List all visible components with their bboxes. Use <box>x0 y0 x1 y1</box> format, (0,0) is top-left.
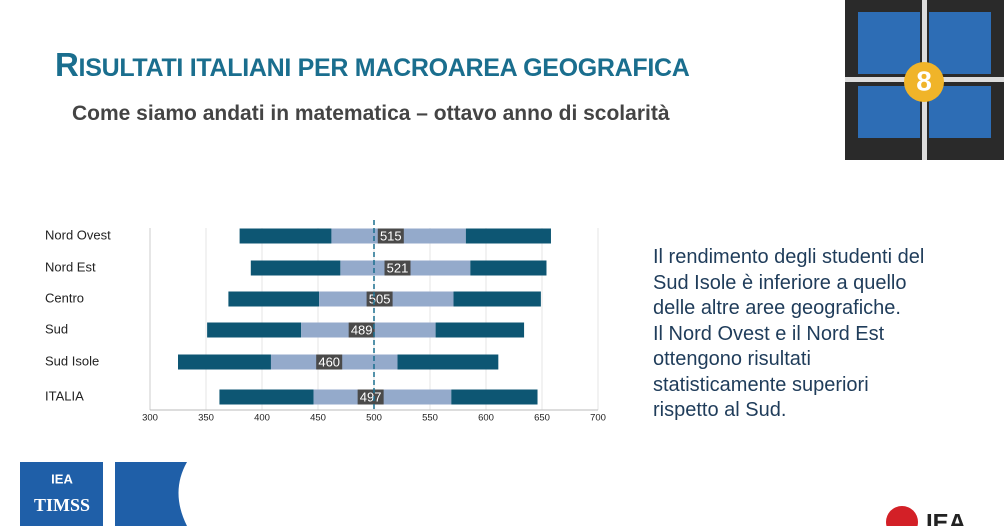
percentile-bar-outer <box>453 291 541 307</box>
logo-text: TIMSS <box>34 495 90 515</box>
y-tick-label: ITALIA <box>45 388 84 403</box>
percentile-bar-outer <box>239 228 332 244</box>
x-tick-label: 300 <box>142 413 158 424</box>
percentile-bar-outer <box>219 389 314 405</box>
paragraph-line: delle altre aree geografiche. <box>653 297 901 319</box>
x-tick-label: 650 <box>534 413 550 424</box>
y-tick-label: Sud Isole <box>45 353 99 368</box>
paragraph-line: ottengono risultati <box>653 348 811 370</box>
mean-box <box>377 228 404 244</box>
mean-label: 489 <box>351 322 373 337</box>
slide-subtitle: Come siamo andati in matematica – ottavo… <box>72 102 670 125</box>
slide-title: RISULTATI ITALIANI PER MACROAREA GEOGRAF… <box>55 46 690 83</box>
paragraph-line: rispetto al Sud. <box>653 399 787 421</box>
iea-logo: IEA <box>886 506 966 526</box>
paragraph-line: Il rendimento degli studenti del <box>653 246 925 268</box>
timss-logo: IEA TIMSS <box>20 462 187 526</box>
percentile-bar-outer <box>435 322 525 338</box>
mean-box <box>348 322 375 338</box>
y-tick-label: Centro <box>45 290 84 305</box>
paragraph: Il rendimento degli studenti del Sud Isol… <box>653 245 924 424</box>
mean-label: 515 <box>380 228 402 243</box>
chart: 300 350 400 450 500 550 600 650 700 Nord Ovest 515… <box>45 220 606 424</box>
x-tick-label: 350 <box>198 413 214 424</box>
percentile-bar-outer <box>470 260 547 276</box>
percentile-bar-outer <box>451 389 538 405</box>
percentile-bar-outer <box>228 291 320 307</box>
mean-box <box>357 389 384 405</box>
x-tick-label: 600 <box>478 413 494 424</box>
mean-box <box>316 354 343 370</box>
mean-label: 505 <box>369 291 391 306</box>
mean-box <box>384 260 411 276</box>
logo-text: IEA <box>51 471 73 486</box>
paragraph-line: statisticamente superiori <box>653 373 869 396</box>
percentile-bar-outer <box>397 354 499 370</box>
percentile-bar-outer <box>465 228 551 244</box>
logo-text: IEA <box>926 509 966 526</box>
percentile-bar-outer <box>178 354 271 370</box>
mean-label: 497 <box>360 389 382 404</box>
paragraph-line: Il Nord Ovest e il Nord Est <box>653 322 885 345</box>
paragraph-line: Sud Isole è inferiore a quello <box>653 271 907 294</box>
mean-label: 460 <box>318 354 340 369</box>
percentile-bar-outer <box>207 322 302 338</box>
x-tick-label: 700 <box>590 413 606 424</box>
mean-box <box>366 291 393 307</box>
mean-label: 521 <box>387 260 409 275</box>
y-tick-label: Nord Est <box>45 259 96 274</box>
percentile-bar-outer <box>250 260 341 276</box>
x-tick-label: 400 <box>254 413 270 424</box>
x-tick-label: 500 <box>366 413 382 424</box>
x-tick-label: 450 <box>310 413 326 424</box>
badge-number: 8 <box>916 65 932 96</box>
badge-icon: 8 <box>845 0 1004 160</box>
y-tick-label: Nord Ovest <box>45 227 111 242</box>
x-tick-label: 550 <box>422 413 438 424</box>
y-tick-label: Sud <box>45 321 68 336</box>
